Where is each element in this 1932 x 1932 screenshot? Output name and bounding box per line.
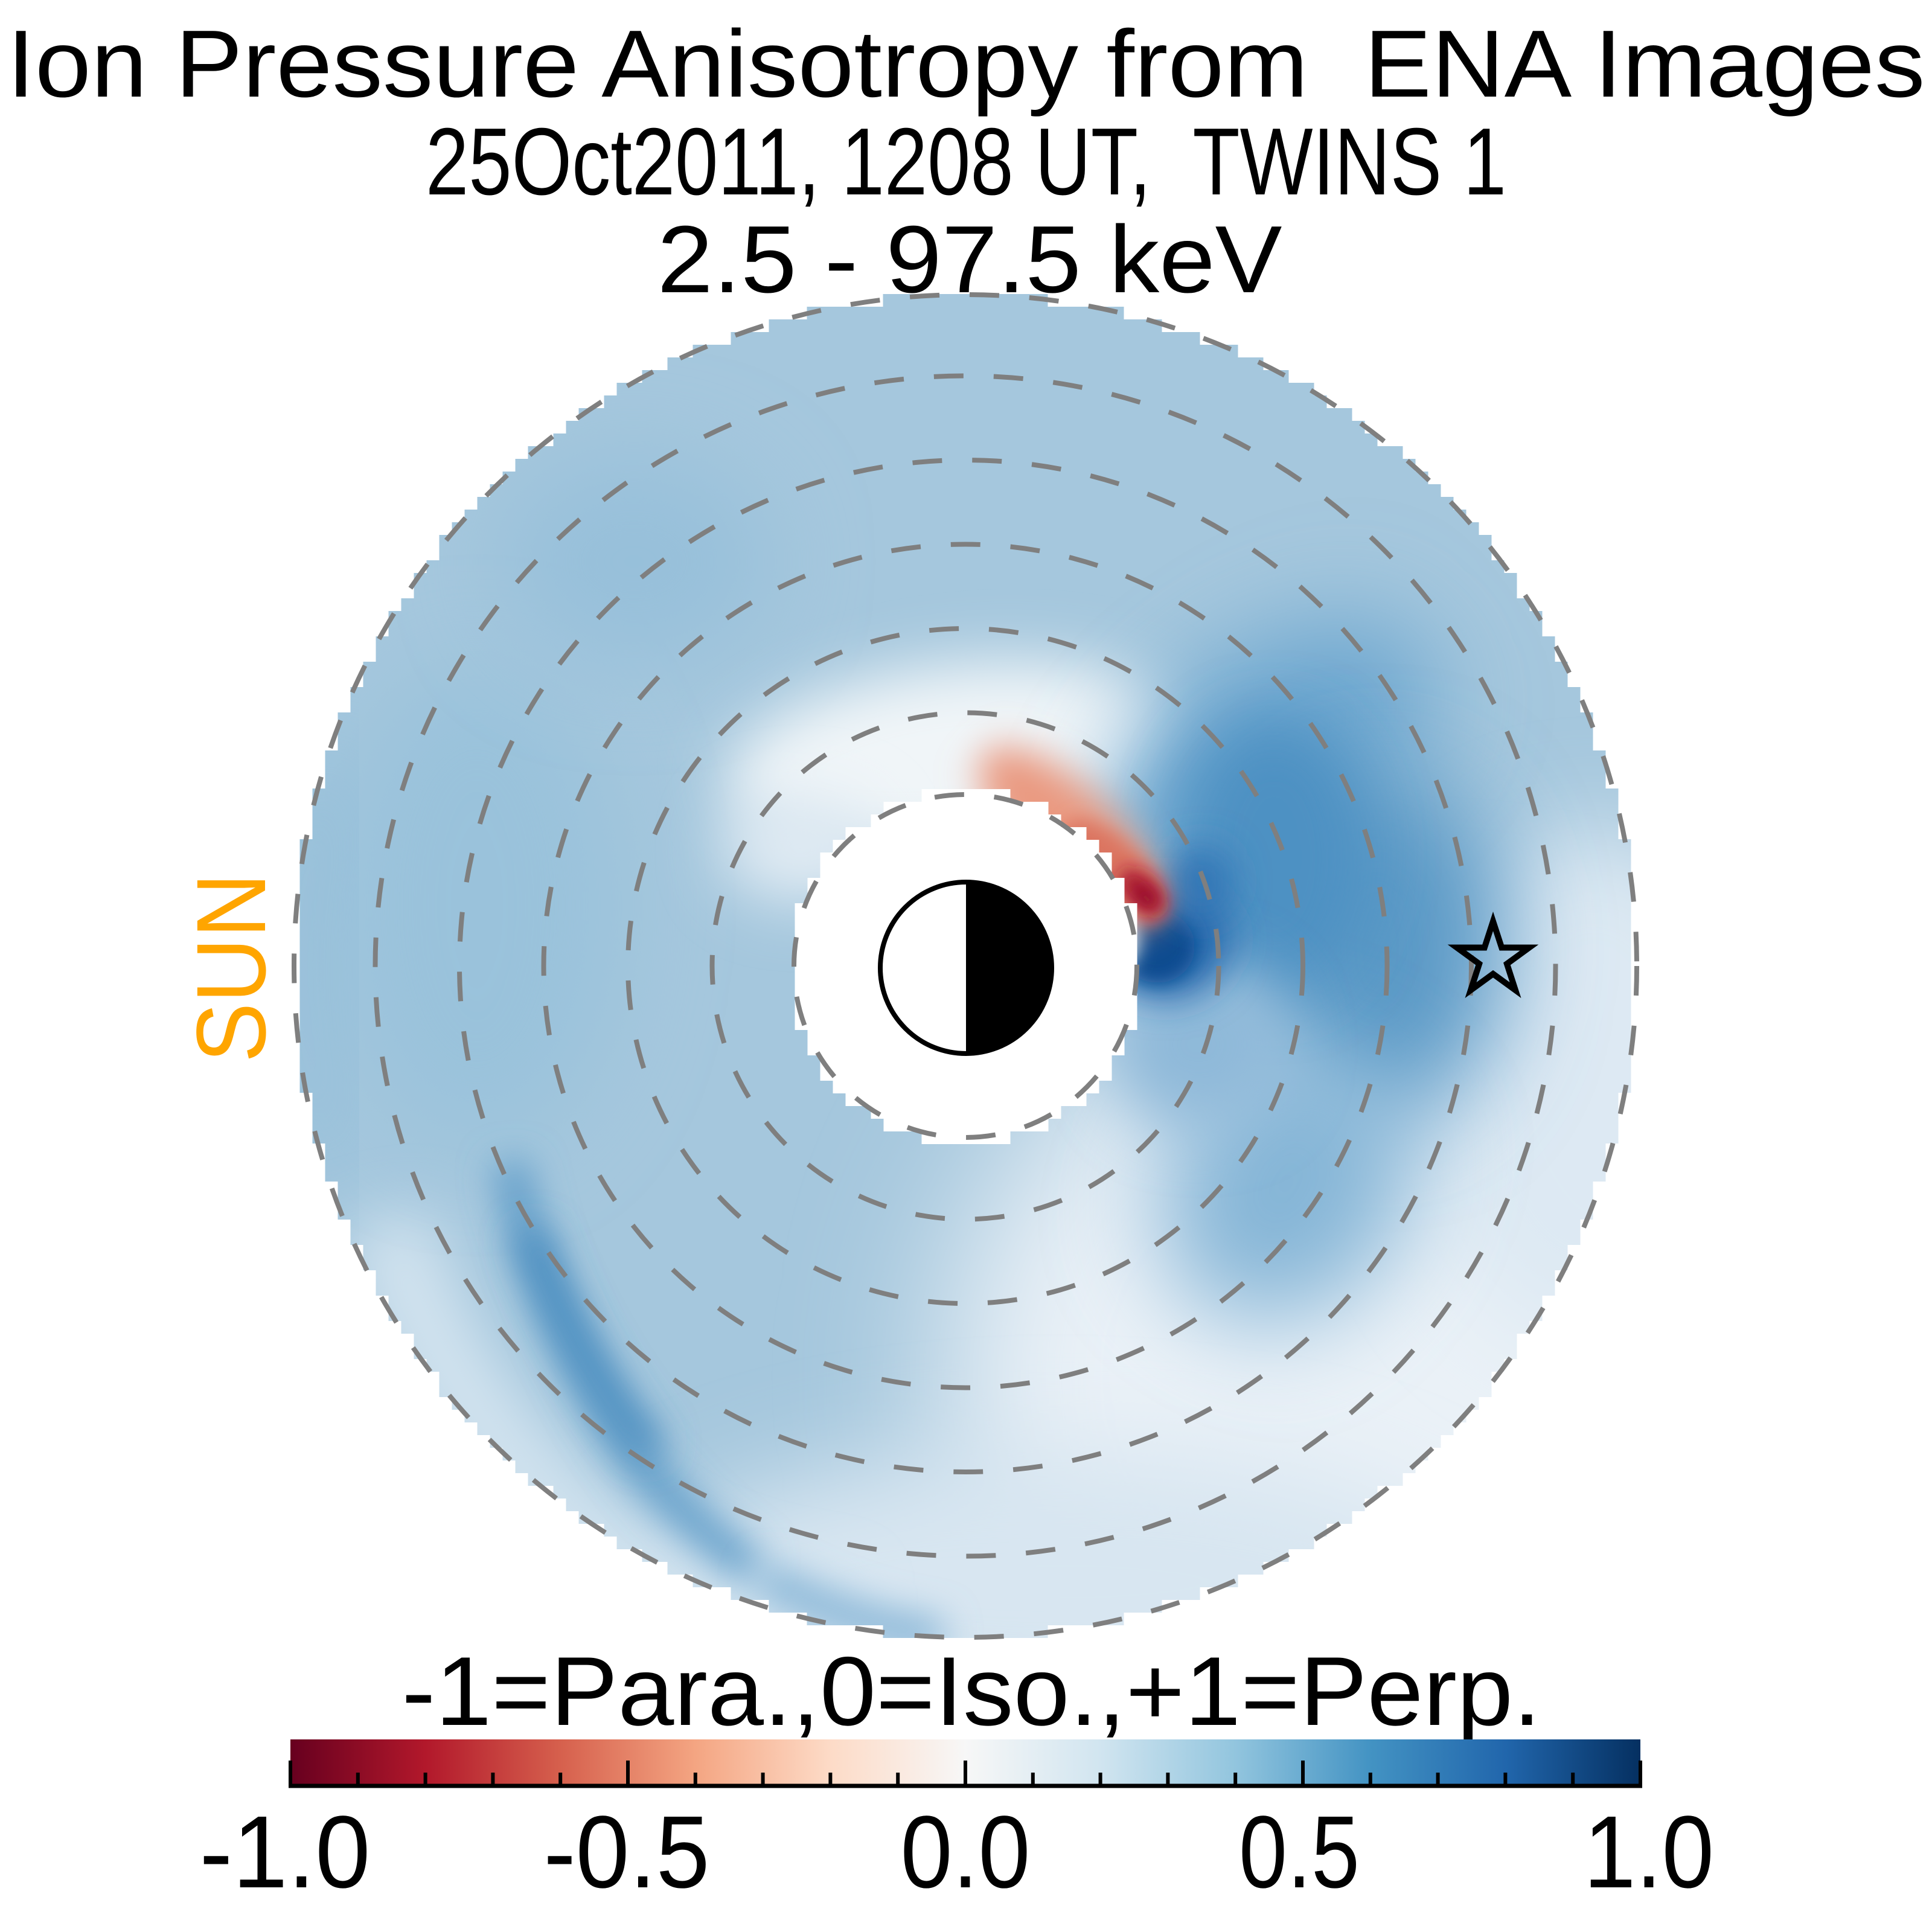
svg-text:2.5 - 97.5 keV: 2.5 - 97.5 keV: [657, 206, 1282, 313]
svg-text:Ion Pressure Anisotropy from: Ion Pressure Anisotropy from ENA Images: [7, 11, 1925, 117]
svg-text:-1=Para.,0=Iso.,+1=Perp.: -1=Para.,0=Iso.,+1=Perp.: [402, 1637, 1541, 1746]
svg-text:25Oct2011, 1208 UT, TWINS 1: 25Oct2011, 1208 UT, TWINS 1: [426, 109, 1506, 215]
svg-text:1.0: 1.0: [1584, 1795, 1714, 1910]
svg-text:-1.0: -1.0: [200, 1795, 371, 1910]
svg-text:SUN: SUN: [176, 873, 286, 1063]
svg-text:0.5: 0.5: [1239, 1795, 1360, 1910]
svg-text:0.0: 0.0: [901, 1795, 1031, 1910]
svg-text:-0.5: -0.5: [544, 1795, 710, 1910]
